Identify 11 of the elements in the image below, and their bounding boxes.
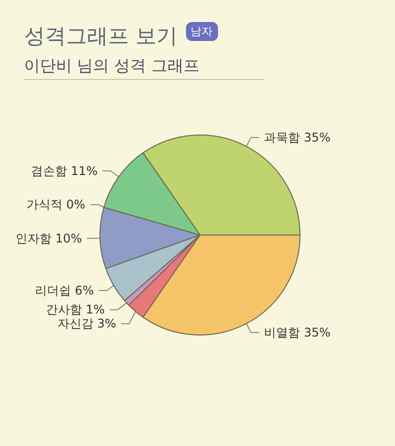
slice-label: 인자함 10% <box>16 231 82 246</box>
badge: 남자 <box>186 22 218 41</box>
slice-label: 겸손함 11% <box>31 164 98 178</box>
chart-subtitle: 이단비 님의 성격 그래프 <box>24 56 264 80</box>
slice-label: 비열함 35% <box>264 325 331 340</box>
legend-label: 가식적 0% <box>26 198 86 212</box>
slice-label: 과묵함 35% <box>264 130 331 145</box>
slice-label: 자신감 3% <box>57 316 116 331</box>
slice-label: 리더쉽 6% <box>35 283 94 298</box>
slice-label: 간사함 1% <box>46 302 105 317</box>
chart-title: 성격그래프 보기 <box>24 23 178 50</box>
